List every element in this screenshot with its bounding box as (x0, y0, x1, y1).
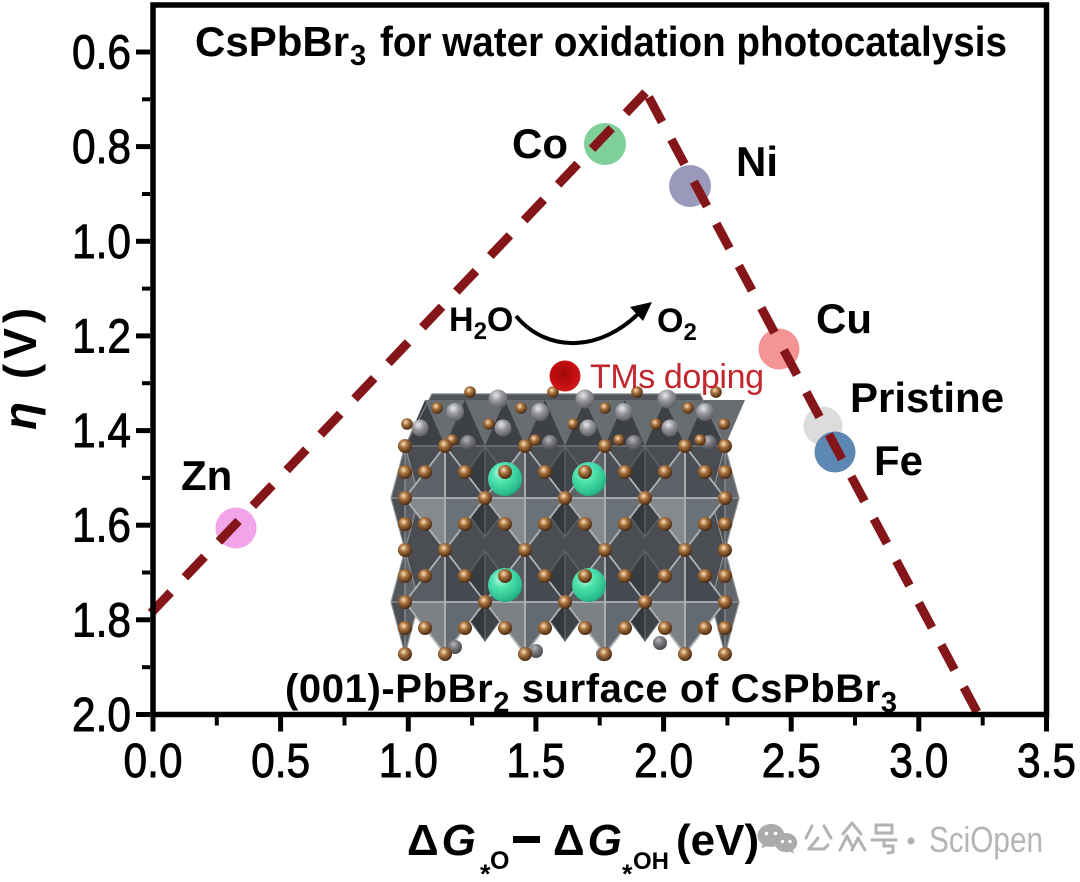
svg-text:3: 3 (350, 40, 366, 72)
svg-text:1.4: 1.4 (72, 405, 131, 458)
svg-text:O: O (490, 847, 509, 875)
svg-text:0.0: 0.0 (124, 735, 183, 788)
svg-text:1.0: 1.0 (72, 216, 131, 269)
svg-text:2.5: 2.5 (762, 735, 821, 788)
svg-text:3.0: 3.0 (889, 735, 948, 788)
svg-text:Fe: Fe (874, 437, 923, 484)
svg-text:0.5: 0.5 (251, 735, 310, 788)
svg-text:TMs doping: TMs doping (590, 358, 764, 396)
svg-text:Ni: Ni (736, 138, 778, 185)
svg-text:*: * (622, 859, 633, 882)
svg-text:η (V): η (V) (0, 303, 46, 430)
svg-text:for water oxidation photocatal: for water oxidation photocatalysis (380, 18, 1007, 65)
svg-text:CsPbBr: CsPbBr (195, 18, 349, 65)
svg-text:1.0: 1.0 (379, 735, 438, 788)
svg-text:2.0: 2.0 (634, 735, 693, 788)
svg-text:Pristine: Pristine (850, 374, 1004, 421)
svg-text:OH: OH (633, 848, 669, 875)
svg-text:3.5: 3.5 (1017, 735, 1076, 788)
svg-text:Cu: Cu (816, 295, 872, 342)
svg-text:1.8: 1.8 (72, 594, 131, 647)
svg-text:0.8: 0.8 (72, 121, 131, 174)
svg-text:*: * (480, 859, 491, 882)
svg-text:0.6: 0.6 (72, 27, 131, 80)
svg-text:(001)-PbBr2 surface of CsPbBr3: (001)-PbBr2 surface of CsPbBr3 (285, 667, 898, 719)
svg-text:ΔG: ΔG (553, 816, 625, 865)
svg-text:1.6: 1.6 (72, 500, 131, 553)
svg-text:SciOpen: SciOpen (929, 819, 1043, 860)
svg-text:1.5: 1.5 (506, 735, 565, 788)
svg-text:1.2: 1.2 (72, 310, 131, 363)
svg-text:Zn: Zn (181, 452, 232, 499)
svg-text:(eV): (eV) (676, 816, 759, 865)
svg-text:ΔG: ΔG (407, 816, 479, 865)
svg-text:Co: Co (512, 120, 568, 167)
svg-text:2.0: 2.0 (72, 689, 131, 742)
